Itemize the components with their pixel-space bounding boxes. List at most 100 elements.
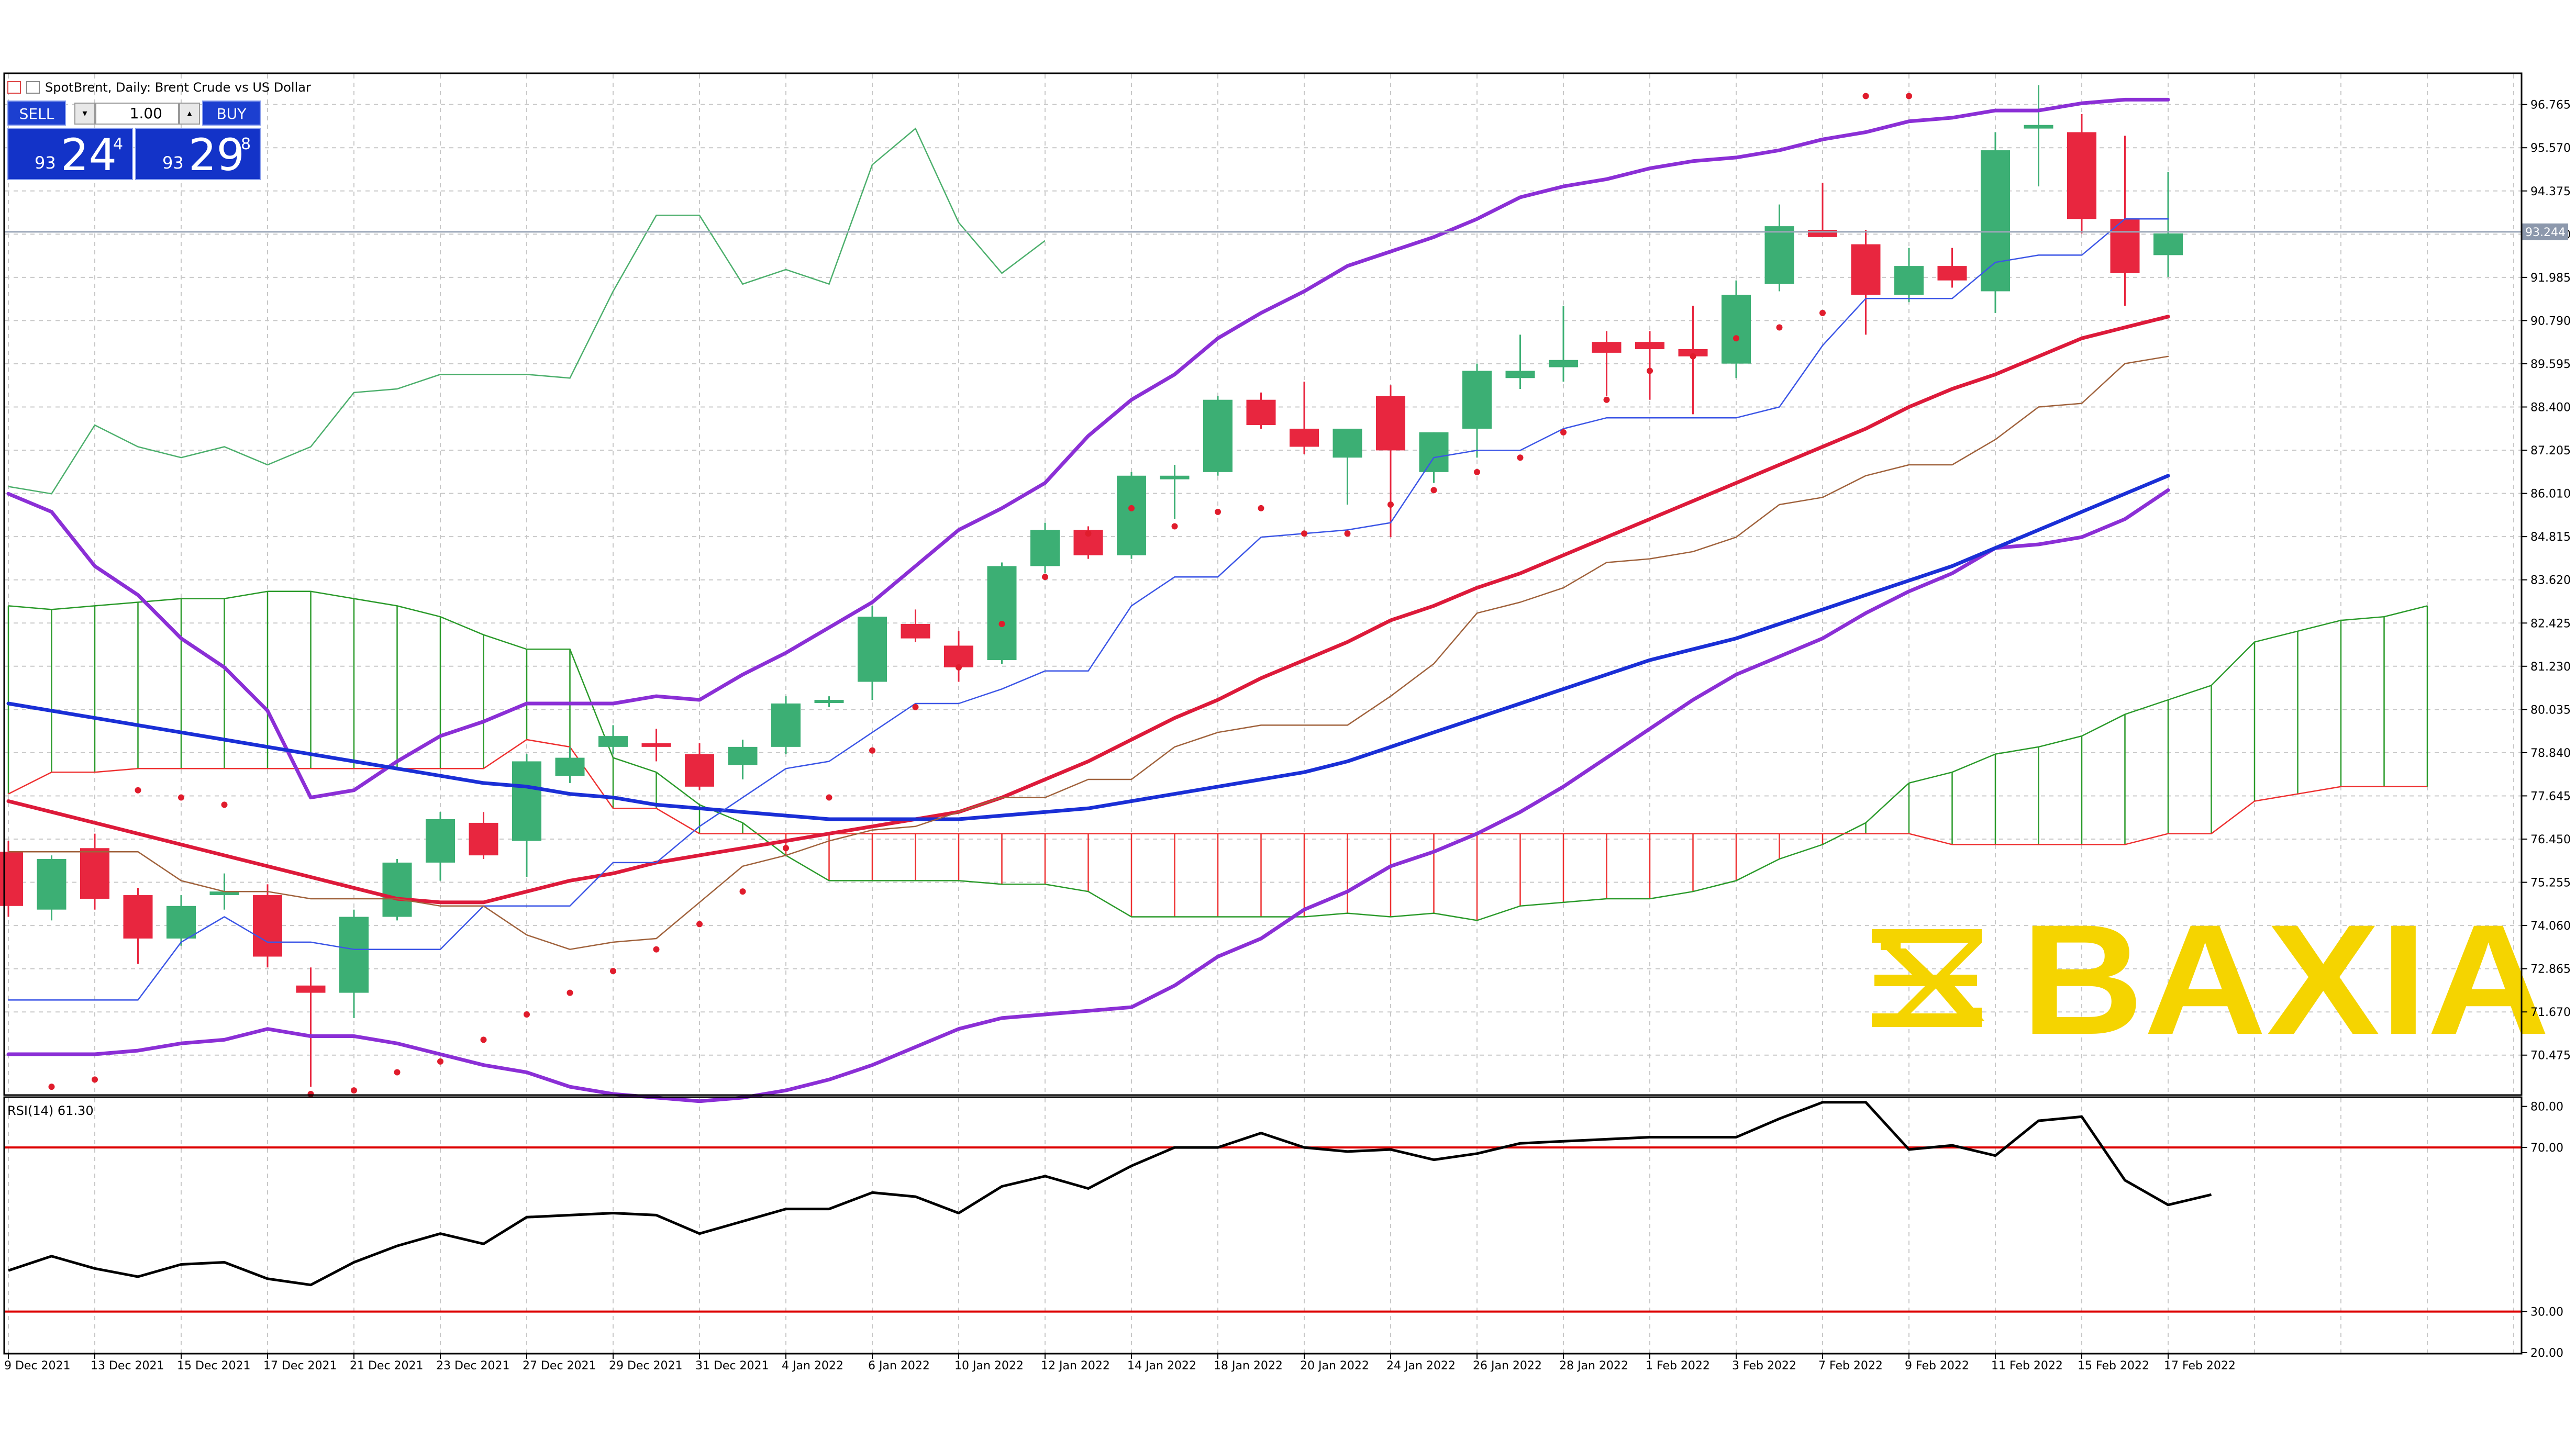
x-tick-label: 1 Feb 2022 [1646, 1359, 1710, 1372]
x-tick-label: 29 Dec 2021 [609, 1359, 683, 1372]
candle-bear [1635, 342, 1664, 349]
y-tick-label: 82.425 [2530, 617, 2571, 630]
chart-properties-icon[interactable] [26, 81, 40, 94]
chart-menu-icon[interactable] [7, 81, 21, 94]
x-tick-label: 24 Jan 2022 [1386, 1359, 1456, 1372]
sar-dot [956, 664, 962, 671]
volume-dropdown-icon[interactable]: ▾ [74, 103, 95, 125]
sar-dot [178, 794, 184, 801]
x-tick-label: 7 Feb 2022 [1818, 1359, 1883, 1372]
y-tick-label: 74.060 [2530, 920, 2571, 933]
x-tick-label: 15 Dec 2021 [177, 1359, 251, 1372]
candle-bull [512, 761, 541, 841]
x-tick-label: 17 Dec 2021 [263, 1359, 337, 1372]
volume-stepper-icon[interactable]: ▴ [179, 103, 200, 125]
sar-dot [307, 1091, 314, 1097]
current-price-tag [2522, 223, 2568, 240]
candle-bull [37, 858, 66, 910]
ichimoku-cloud [7, 590, 2428, 921]
sar-dot [1042, 574, 1048, 581]
candle-bull [1764, 226, 1794, 284]
candle-bear [1592, 342, 1622, 353]
sar-dot [480, 1036, 487, 1043]
sar-dot [524, 1011, 530, 1018]
chart-titlebar: SpotBrent, Daily: Brent Crude vs US Doll… [7, 79, 311, 96]
candle-bull [1030, 530, 1060, 566]
axes: 96.76595.57094.37593.18091.98590.79089.5… [4, 99, 2571, 1372]
baxia-logo-mark [1872, 929, 1984, 1027]
candle-bear [1937, 266, 1967, 281]
y-tick-label: 89.595 [2530, 358, 2571, 371]
parabolic-sar [48, 93, 1912, 1097]
y-tick-label: 81.230 [2530, 661, 2571, 674]
sar-dot [1344, 530, 1351, 537]
baxia-logo: BAXIA [1872, 891, 2550, 1067]
sar-dot [1128, 505, 1135, 511]
indicator-lines [5, 97, 2521, 1313]
y-tick-label: 72.865 [2530, 963, 2571, 976]
x-tick-label: 10 Jan 2022 [954, 1359, 1024, 1372]
y-tick-label: 78.840 [2530, 747, 2571, 760]
sar-dot [739, 888, 746, 895]
sar-dot [998, 620, 1005, 627]
sar-dot [1647, 367, 1653, 374]
sar-dot [1387, 501, 1394, 508]
y-tick-label: 86.010 [2530, 488, 2571, 501]
y-tick-label: 96.765 [2530, 99, 2571, 112]
sar-dot [1776, 324, 1783, 331]
chikou-span-line [8, 127, 1046, 495]
candle-bull [1333, 428, 1362, 458]
x-tick-label: 28 Jan 2022 [1559, 1359, 1628, 1372]
current-price-label: 93.244 [2525, 226, 2566, 239]
sell-price-quote[interactable]: 93 24 4 [7, 128, 133, 181]
volume-input[interactable]: 1.00 [95, 103, 179, 125]
chart-title: SpotBrent, Daily: Brent Crude vs US Doll… [45, 80, 311, 95]
main-plot-frame [3, 72, 2523, 1096]
sar-dot [912, 704, 919, 710]
rsi-y-tick-label: 70.00 [2530, 1142, 2563, 1155]
buy-button[interactable]: BUY [202, 101, 261, 126]
candle-bear [901, 623, 930, 639]
candle-bear [1246, 399, 1276, 426]
sar-dot [610, 968, 616, 975]
y-tick-label: 71.670 [2530, 1006, 2571, 1019]
tenkan-sen-line [7, 218, 2169, 1001]
candle-bear [685, 754, 714, 787]
x-tick-label: 15 Feb 2022 [2078, 1359, 2149, 1372]
sar-dot [1733, 335, 1739, 342]
buy-price-sup: 8 [241, 135, 251, 153]
y-tick-label: 77.645 [2530, 790, 2571, 803]
x-tick-label: 13 Dec 2021 [91, 1359, 164, 1372]
candle-bull [771, 703, 801, 747]
y-tick-label: 88.400 [2530, 401, 2571, 415]
x-tick-label: 20 Jan 2022 [1300, 1359, 1369, 1372]
y-tick-label: 90.790 [2530, 315, 2571, 328]
rsi-y-tick-label: 30.00 [2530, 1306, 2563, 1319]
candle-bull [598, 736, 628, 747]
candle-bull [1160, 475, 1190, 479]
x-tick-label: 4 Jan 2022 [782, 1359, 843, 1372]
rsi-plot-frame [3, 1096, 2523, 1355]
candle-bear [296, 985, 326, 993]
candle-bear [944, 645, 973, 667]
candle-bear [1290, 428, 1319, 447]
x-tick-label: 26 Jan 2022 [1473, 1359, 1542, 1372]
buy-price-quote[interactable]: 93 29 8 [135, 128, 261, 181]
rsi-grid [8, 1098, 2514, 1353]
sar-dot [1258, 505, 1264, 511]
x-tick-label: 17 Feb 2022 [2164, 1359, 2236, 1372]
senkou-span-b-line [8, 739, 2427, 845]
candle-bear [2067, 132, 2096, 219]
sar-dot [1819, 309, 1826, 316]
sar-dot [1430, 487, 1437, 494]
bollinger-lower-line [6, 488, 2170, 1103]
candle-bull [426, 819, 455, 863]
candle-bull [1894, 266, 1924, 295]
sar-dot [437, 1058, 443, 1065]
sell-button[interactable]: SELL [7, 101, 66, 126]
rsi-y-tick-label: 80.00 [2530, 1101, 2563, 1114]
sar-dot [1560, 429, 1567, 436]
baxia-logo-text: BAXIA [2021, 891, 2550, 1067]
candle-bull [814, 700, 844, 704]
